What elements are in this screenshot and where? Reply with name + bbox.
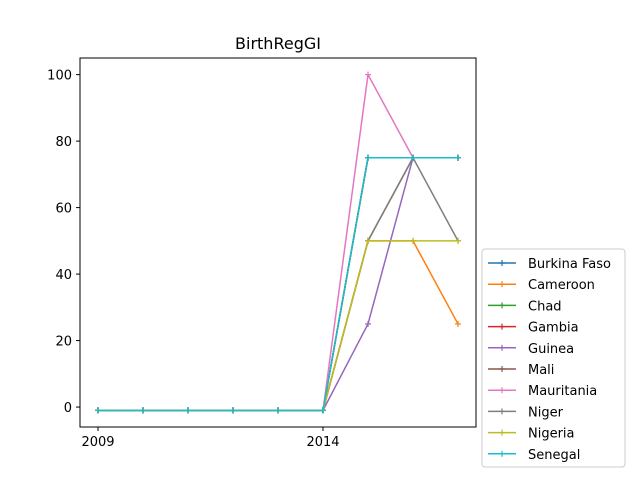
axes-frame	[79, 57, 477, 428]
legend: Burkina Faso Cameroon Chad Gambia Guinea Mali…	[481, 248, 626, 468]
legend-item: Cameroon	[488, 278, 595, 293]
legend-label: Senegal	[528, 448, 580, 463]
series-senegal	[95, 154, 461, 414]
y-tick-label: 20	[55, 335, 72, 350]
y-tick-label: 60	[55, 202, 72, 217]
legend-label: Cameroon	[528, 278, 595, 293]
legend-label: Mauritania	[528, 384, 597, 399]
legend-label: Gambia	[528, 321, 579, 336]
legend-frame	[481, 248, 626, 468]
plot-area: 0 20 40 60 80 100 2009 2014	[47, 57, 477, 450]
legend-label: Guinea	[528, 342, 574, 357]
y-tick-label: 100	[47, 69, 72, 84]
y-tick-label: 80	[55, 135, 72, 150]
y-tick-label: 40	[55, 268, 72, 283]
legend-label: Burkina Faso	[528, 257, 611, 272]
legend-item: Guinea	[488, 342, 574, 357]
y-tick-label: 0	[64, 401, 72, 416]
legend-item: Mauritania	[488, 384, 597, 399]
legend-label: Niger	[528, 405, 564, 420]
legend-item: Gambia	[488, 321, 579, 336]
x-tick-label: 2009	[81, 435, 114, 450]
legend-label: Nigeria	[528, 427, 575, 442]
legend-label: Mali	[528, 363, 554, 378]
x-tick-label: 2014	[306, 435, 339, 450]
legend-item: Mali	[488, 363, 554, 378]
legend-item: Burkina Faso	[488, 257, 611, 272]
chart-title: BirthRegGI	[235, 34, 321, 53]
legend-label: Chad	[528, 299, 562, 314]
legend-item: Nigeria	[488, 427, 575, 442]
legend-item: Chad	[488, 299, 562, 314]
legend-item: Senegal	[488, 448, 580, 463]
legend-item: Niger	[488, 405, 564, 420]
